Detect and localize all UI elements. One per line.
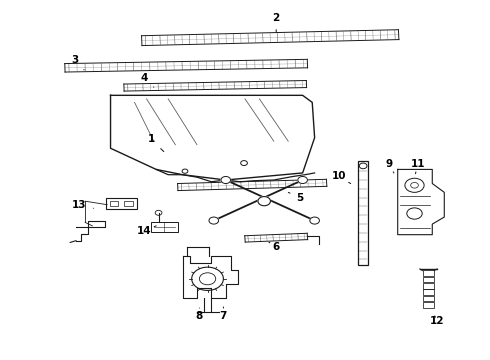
Text: 13: 13 <box>72 200 94 210</box>
Text: 4: 4 <box>141 73 154 87</box>
Text: 3: 3 <box>71 55 84 70</box>
Circle shape <box>209 217 219 224</box>
Text: 9: 9 <box>386 159 394 173</box>
Text: 11: 11 <box>411 159 425 174</box>
Text: 6: 6 <box>269 242 280 252</box>
Bar <box>110 201 118 207</box>
Circle shape <box>221 176 231 184</box>
Text: 12: 12 <box>430 316 444 326</box>
Bar <box>423 289 434 295</box>
Text: 2: 2 <box>272 13 280 32</box>
Bar <box>423 302 434 308</box>
Circle shape <box>310 217 319 224</box>
Text: 8: 8 <box>196 308 203 321</box>
Text: 7: 7 <box>220 307 227 321</box>
Bar <box>106 198 137 209</box>
Text: 10: 10 <box>331 171 351 184</box>
Bar <box>423 296 434 301</box>
Bar <box>423 283 434 289</box>
Bar <box>124 201 133 207</box>
Text: 14: 14 <box>137 226 156 236</box>
Bar <box>151 222 178 232</box>
Circle shape <box>258 197 270 206</box>
Text: 1: 1 <box>148 134 164 152</box>
Bar <box>358 161 368 265</box>
Text: 5: 5 <box>288 192 304 203</box>
Bar <box>423 277 434 282</box>
Bar <box>423 270 434 276</box>
Circle shape <box>298 176 307 184</box>
